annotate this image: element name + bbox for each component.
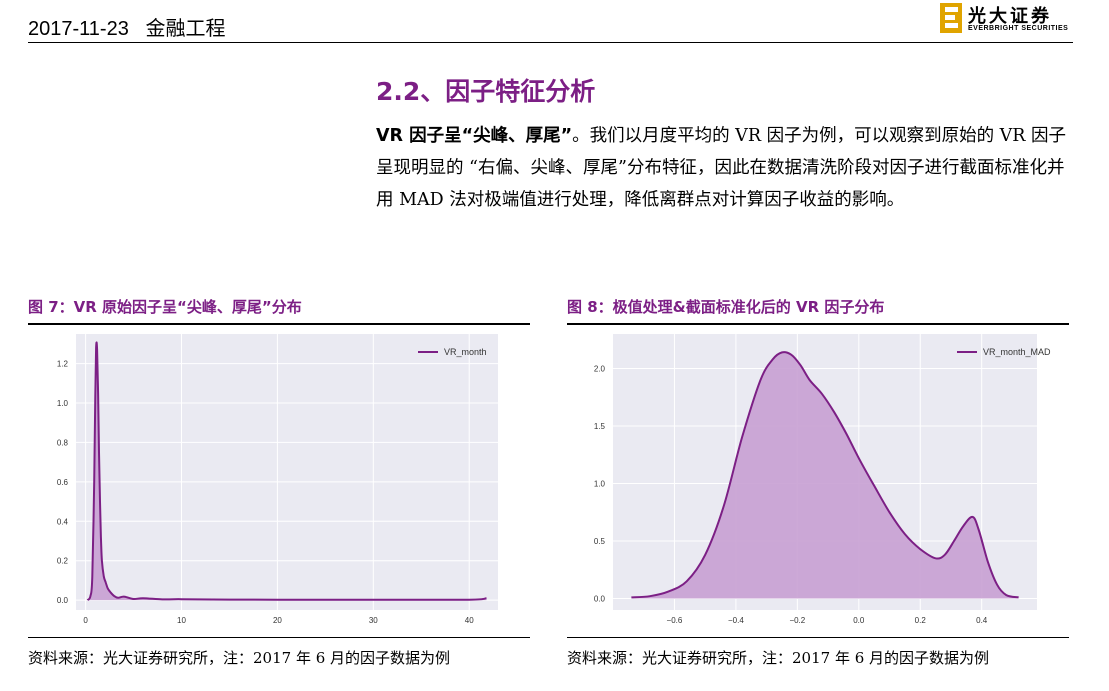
- figure-7-source: 资料来源：光大证券研究所，注：2017 年 6 月的因子数据为例: [28, 649, 451, 667]
- chart2-legend-label: VR_month_MAD: [983, 347, 1051, 357]
- figure-8-title-rule: [567, 323, 1069, 325]
- everbright-logo-icon: [940, 3, 962, 33]
- chart2-x-tick-label: 0.0: [853, 616, 865, 625]
- paragraph-body: 。我们以月度平均的 VR 因子为例，可以观察到原始的 VR 因子呈现明显的 “右…: [376, 126, 1067, 210]
- chart1-y-tick-label: 0.6: [57, 478, 69, 487]
- figure-7-title: 图 7：VR 原始因子呈“尖峰、厚尾”分布: [28, 298, 302, 316]
- header-date: 2017-11-23: [28, 18, 129, 40]
- chart1-plot-area: [76, 334, 498, 610]
- chart2-y-tick-label: 0.5: [594, 537, 606, 546]
- chart1-y-tick-label: 0.0: [57, 596, 69, 605]
- chart1-y-tick-label: 1.0: [57, 399, 69, 408]
- chart1-legend-label: VR_month: [444, 347, 487, 357]
- chart1-density-line: [86, 341, 487, 601]
- logo-text-cn: 光大证券: [968, 6, 1052, 27]
- chart1-x-tick-label: 0: [83, 616, 88, 625]
- header-divider: [28, 42, 1073, 43]
- chart2-y-tick-label: 0.0: [594, 595, 606, 604]
- figure-7-chart: 0 10 20 30 40 0.0 0.2 0.4 0.6 0.8 1.0 1.2 VR_month: [57, 334, 498, 625]
- section-title: 2.2、因子特征分析: [376, 77, 596, 106]
- header-date-category: 2017-11-23 金融工程: [28, 12, 226, 41]
- chart1-x-tick-label: 40: [465, 616, 474, 625]
- figure-8-title: 图 8：极值处理&截面标准化后的 VR 因子分布: [567, 298, 885, 316]
- figure-8-source: 资料来源：光大证券研究所，注：2017 年 6 月的因子数据为例: [567, 649, 990, 667]
- chart2-density-area: [631, 352, 1019, 599]
- chart2-density-line: [631, 351, 1019, 599]
- section-paragraph: VR 因子呈“尖峰、厚尾”。我们以月度平均的 VR 因子为例，可以观察到原始的 …: [376, 120, 1076, 216]
- figure-8-chart: −0.6 −0.4 −0.2 0.0 0.2 0.4 0.0 0.5 1.0 1.5 2.0 VR_m…: [594, 334, 1051, 625]
- logo-text-en: EVERBRIGHT SECURITIES: [968, 25, 1069, 32]
- figure-8-source-rule: [567, 637, 1069, 638]
- paragraph-lead: VR 因子呈“尖峰、厚尾”: [376, 126, 573, 146]
- chart1-y-tick-label: 0.8: [57, 438, 69, 447]
- chart1-x-tick-label: 20: [273, 616, 282, 625]
- chart2-y-tick-label: 2.0: [594, 365, 606, 374]
- header-category: 金融工程: [145, 18, 226, 40]
- chart1-y-tick-label: 1.2: [57, 360, 69, 369]
- chart2-x-tick-label: −0.6: [667, 616, 683, 625]
- chart1-x-tick-label: 30: [369, 616, 378, 625]
- chart2-x-tick-label: 0.4: [976, 616, 988, 625]
- chart2-y-tick-label: 1.5: [594, 422, 606, 431]
- chart2-x-tick-label: −0.4: [728, 616, 744, 625]
- chart1-y-tick-label: 0.4: [57, 517, 69, 526]
- figure-7-source-rule: [28, 637, 530, 638]
- chart1-x-tick-label: 10: [177, 616, 186, 625]
- chart2-x-tick-label: −0.2: [789, 616, 805, 625]
- chart1-y-tick-label: 0.2: [57, 557, 69, 566]
- figure-7-title-rule: [28, 323, 530, 325]
- chart2-x-tick-label: 0.2: [915, 616, 927, 625]
- chart2-y-tick-label: 1.0: [594, 480, 606, 489]
